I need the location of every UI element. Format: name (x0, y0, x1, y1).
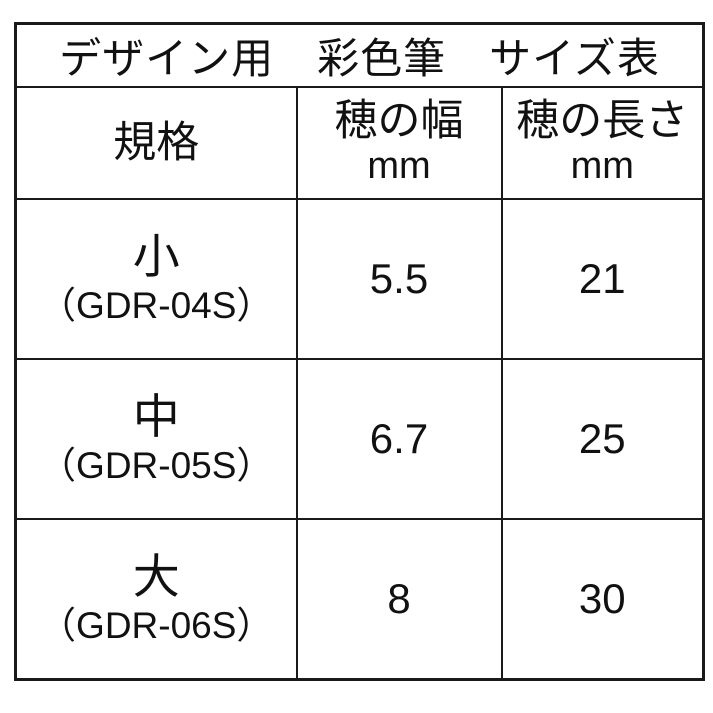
table-row-large: 大 （GDR-06S） 8 30 (14, 518, 705, 681)
spec-cell-small: 小 （GDR-04S） (14, 198, 298, 360)
model-code: （GDR-04S） (39, 284, 274, 326)
header-tip-length: 穂の長さ mm (500, 86, 705, 200)
table-row-medium: 中 （GDR-05S） 6.7 25 (14, 358, 705, 520)
model-code: （GDR-06S） (39, 604, 274, 646)
spec-cell-large: 大 （GDR-06S） (14, 518, 298, 681)
tip-length-value: 21 (500, 198, 705, 360)
tip-width-value: 6.7 (295, 358, 503, 520)
tip-width-value: 5.5 (295, 198, 503, 360)
model-code: （GDR-05S） (39, 444, 274, 486)
header-tip-length-unit: mm (570, 145, 634, 188)
size-label: 中 (132, 389, 180, 443)
header-spec: 規格 (14, 86, 298, 200)
header-tip-length-label: 穂の長さ (516, 97, 689, 146)
brush-size-table: デザイン用 彩色筆 サイズ表 規格 穂の幅 mm 穂の長さ mm 小 （GDR-… (14, 22, 705, 681)
tip-width-value: 8 (295, 518, 503, 681)
size-label: 大 (132, 549, 180, 603)
spec-cell-medium: 中 （GDR-05S） (14, 358, 298, 520)
size-label: 小 (132, 229, 180, 283)
table-title-row: デザイン用 彩色筆 サイズ表 (14, 22, 705, 88)
tip-length-value: 30 (500, 518, 705, 681)
header-tip-width-unit: mm (367, 145, 431, 188)
table-row-small: 小 （GDR-04S） 5.5 21 (14, 198, 705, 360)
table-header-row: 規格 穂の幅 mm 穂の長さ mm (14, 86, 705, 200)
table-title: デザイン用 彩色筆 サイズ表 (14, 22, 705, 88)
tip-length-value: 25 (500, 358, 705, 520)
header-tip-width: 穂の幅 mm (295, 86, 503, 200)
header-tip-width-label: 穂の幅 (334, 97, 464, 146)
